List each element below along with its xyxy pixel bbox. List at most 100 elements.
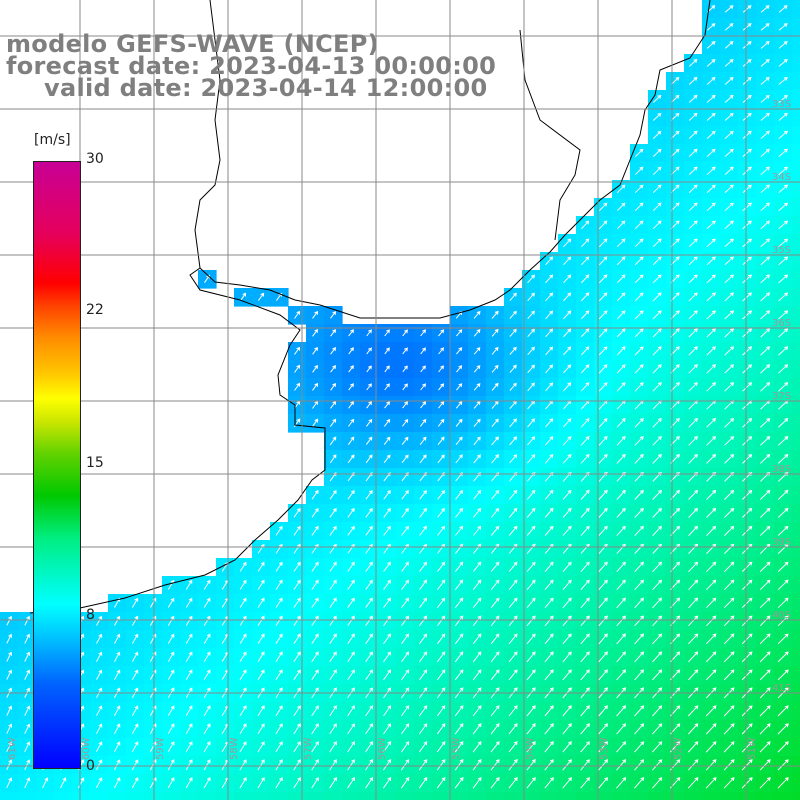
wind-arrow: [652, 669, 663, 681]
wind-arrow: [616, 759, 627, 771]
wind-arrow: [760, 328, 771, 338]
wind-arrow: [598, 310, 608, 320]
wind-arrow: [759, 651, 771, 663]
lon-label: 54W: [525, 737, 536, 760]
wind-arrow: [490, 669, 500, 681]
wind-arrow: [472, 651, 482, 663]
wind-arrow: [330, 329, 336, 337]
wind-arrow: [652, 148, 662, 157]
wind-speed-cell: [756, 792, 775, 800]
wind-arrow: [580, 741, 590, 753]
wind-arrow: [562, 525, 572, 536]
wind-arrow: [473, 400, 481, 409]
wind-arrow: [742, 328, 753, 338]
wind-arrow: [759, 579, 771, 591]
wind-arrow: [760, 23, 770, 31]
wind-arrow: [705, 651, 717, 663]
wind-arrow: [742, 292, 752, 302]
wind-arrow: [688, 561, 699, 573]
wind-arrow: [688, 202, 698, 212]
wind-arrow: [257, 597, 265, 608]
wind-arrow: [239, 723, 247, 735]
wind-arrow: [562, 579, 572, 591]
wind-arrow: [562, 418, 572, 428]
wind-arrow: [203, 633, 211, 644]
wind-arrow: [581, 256, 590, 266]
wind-speed-cell: [702, 792, 721, 800]
wind-arrow: [580, 525, 590, 536]
wind-arrow: [131, 597, 139, 608]
wind-arrow: [759, 507, 771, 518]
wind-arrow: [329, 759, 337, 771]
wind-arrow: [580, 669, 590, 681]
wind-arrow: [491, 436, 499, 446]
wind-arrow: [508, 669, 518, 681]
wind-speed-cell: [792, 126, 800, 145]
wind-arrow: [6, 633, 12, 644]
wind-arrow: [724, 310, 734, 320]
wind-speed-cell: [180, 792, 199, 800]
wind-arrow: [724, 543, 735, 554]
wind-arrow: [6, 777, 13, 789]
wind-arrow: [688, 292, 698, 302]
wind-arrow: [616, 669, 627, 681]
wind-arrow: [347, 669, 355, 681]
wind-arrow: [490, 633, 500, 645]
wind-arrow: [420, 347, 426, 355]
wind-arrow: [652, 777, 663, 789]
wind-arrow: [383, 633, 392, 645]
wind-speed-cell: [432, 792, 451, 800]
wind-arrow: [777, 579, 789, 591]
wind-arrow: [311, 633, 319, 644]
wind-arrow: [239, 669, 247, 681]
wind-speed-cell: [792, 360, 800, 379]
wind-arrow: [472, 633, 482, 645]
wind-arrow: [688, 615, 699, 627]
wind-arrow: [616, 346, 626, 356]
wind-arrow: [778, 346, 789, 356]
wind-speed-cell: [558, 792, 577, 800]
wind-arrow: [580, 705, 590, 717]
wind-arrow: [652, 723, 663, 735]
wind-arrow: [490, 777, 500, 789]
wind-arrow: [509, 364, 517, 373]
wind-arrow: [688, 597, 699, 609]
lon-label: 53W: [599, 737, 610, 760]
wind-speed-cell: [792, 540, 800, 559]
wind-arrow: [490, 705, 500, 717]
wind-arrow: [652, 364, 662, 374]
wind-arrow: [724, 346, 734, 356]
wind-arrow: [742, 202, 752, 212]
lat-label: 33S: [772, 99, 791, 110]
wind-speed-cell: [630, 792, 649, 800]
wind-arrow: [742, 23, 752, 31]
wind-arrow: [454, 669, 464, 681]
wind-speed-cell: [144, 792, 163, 800]
wind-arrow: [509, 346, 517, 355]
lon-label: 57W: [303, 737, 314, 760]
wind-arrow: [544, 633, 554, 645]
wind-arrow: [742, 130, 752, 139]
lat-label: 34S: [772, 172, 791, 183]
wind-arrow: [760, 148, 770, 157]
wind-arrow: [384, 329, 390, 337]
wind-arrow: [473, 489, 482, 500]
wind-speed-cell: [576, 792, 595, 800]
wind-speed-cell: [792, 522, 800, 541]
wind-arrow: [131, 633, 139, 644]
wind-arrow: [705, 669, 717, 681]
wind-arrow: [383, 723, 392, 735]
wind-arrow: [436, 669, 446, 681]
wind-arrow: [402, 418, 409, 427]
wind-arrow: [527, 328, 535, 338]
wind-arrow: [60, 777, 67, 789]
wind-arrow: [508, 489, 518, 500]
lon-label: 55W: [451, 737, 462, 760]
wind-speed-cell: [612, 792, 631, 800]
wind-arrow: [365, 723, 374, 735]
wind-arrow: [24, 723, 31, 734]
wind-arrow: [257, 615, 265, 626]
wind-arrow: [113, 759, 121, 771]
